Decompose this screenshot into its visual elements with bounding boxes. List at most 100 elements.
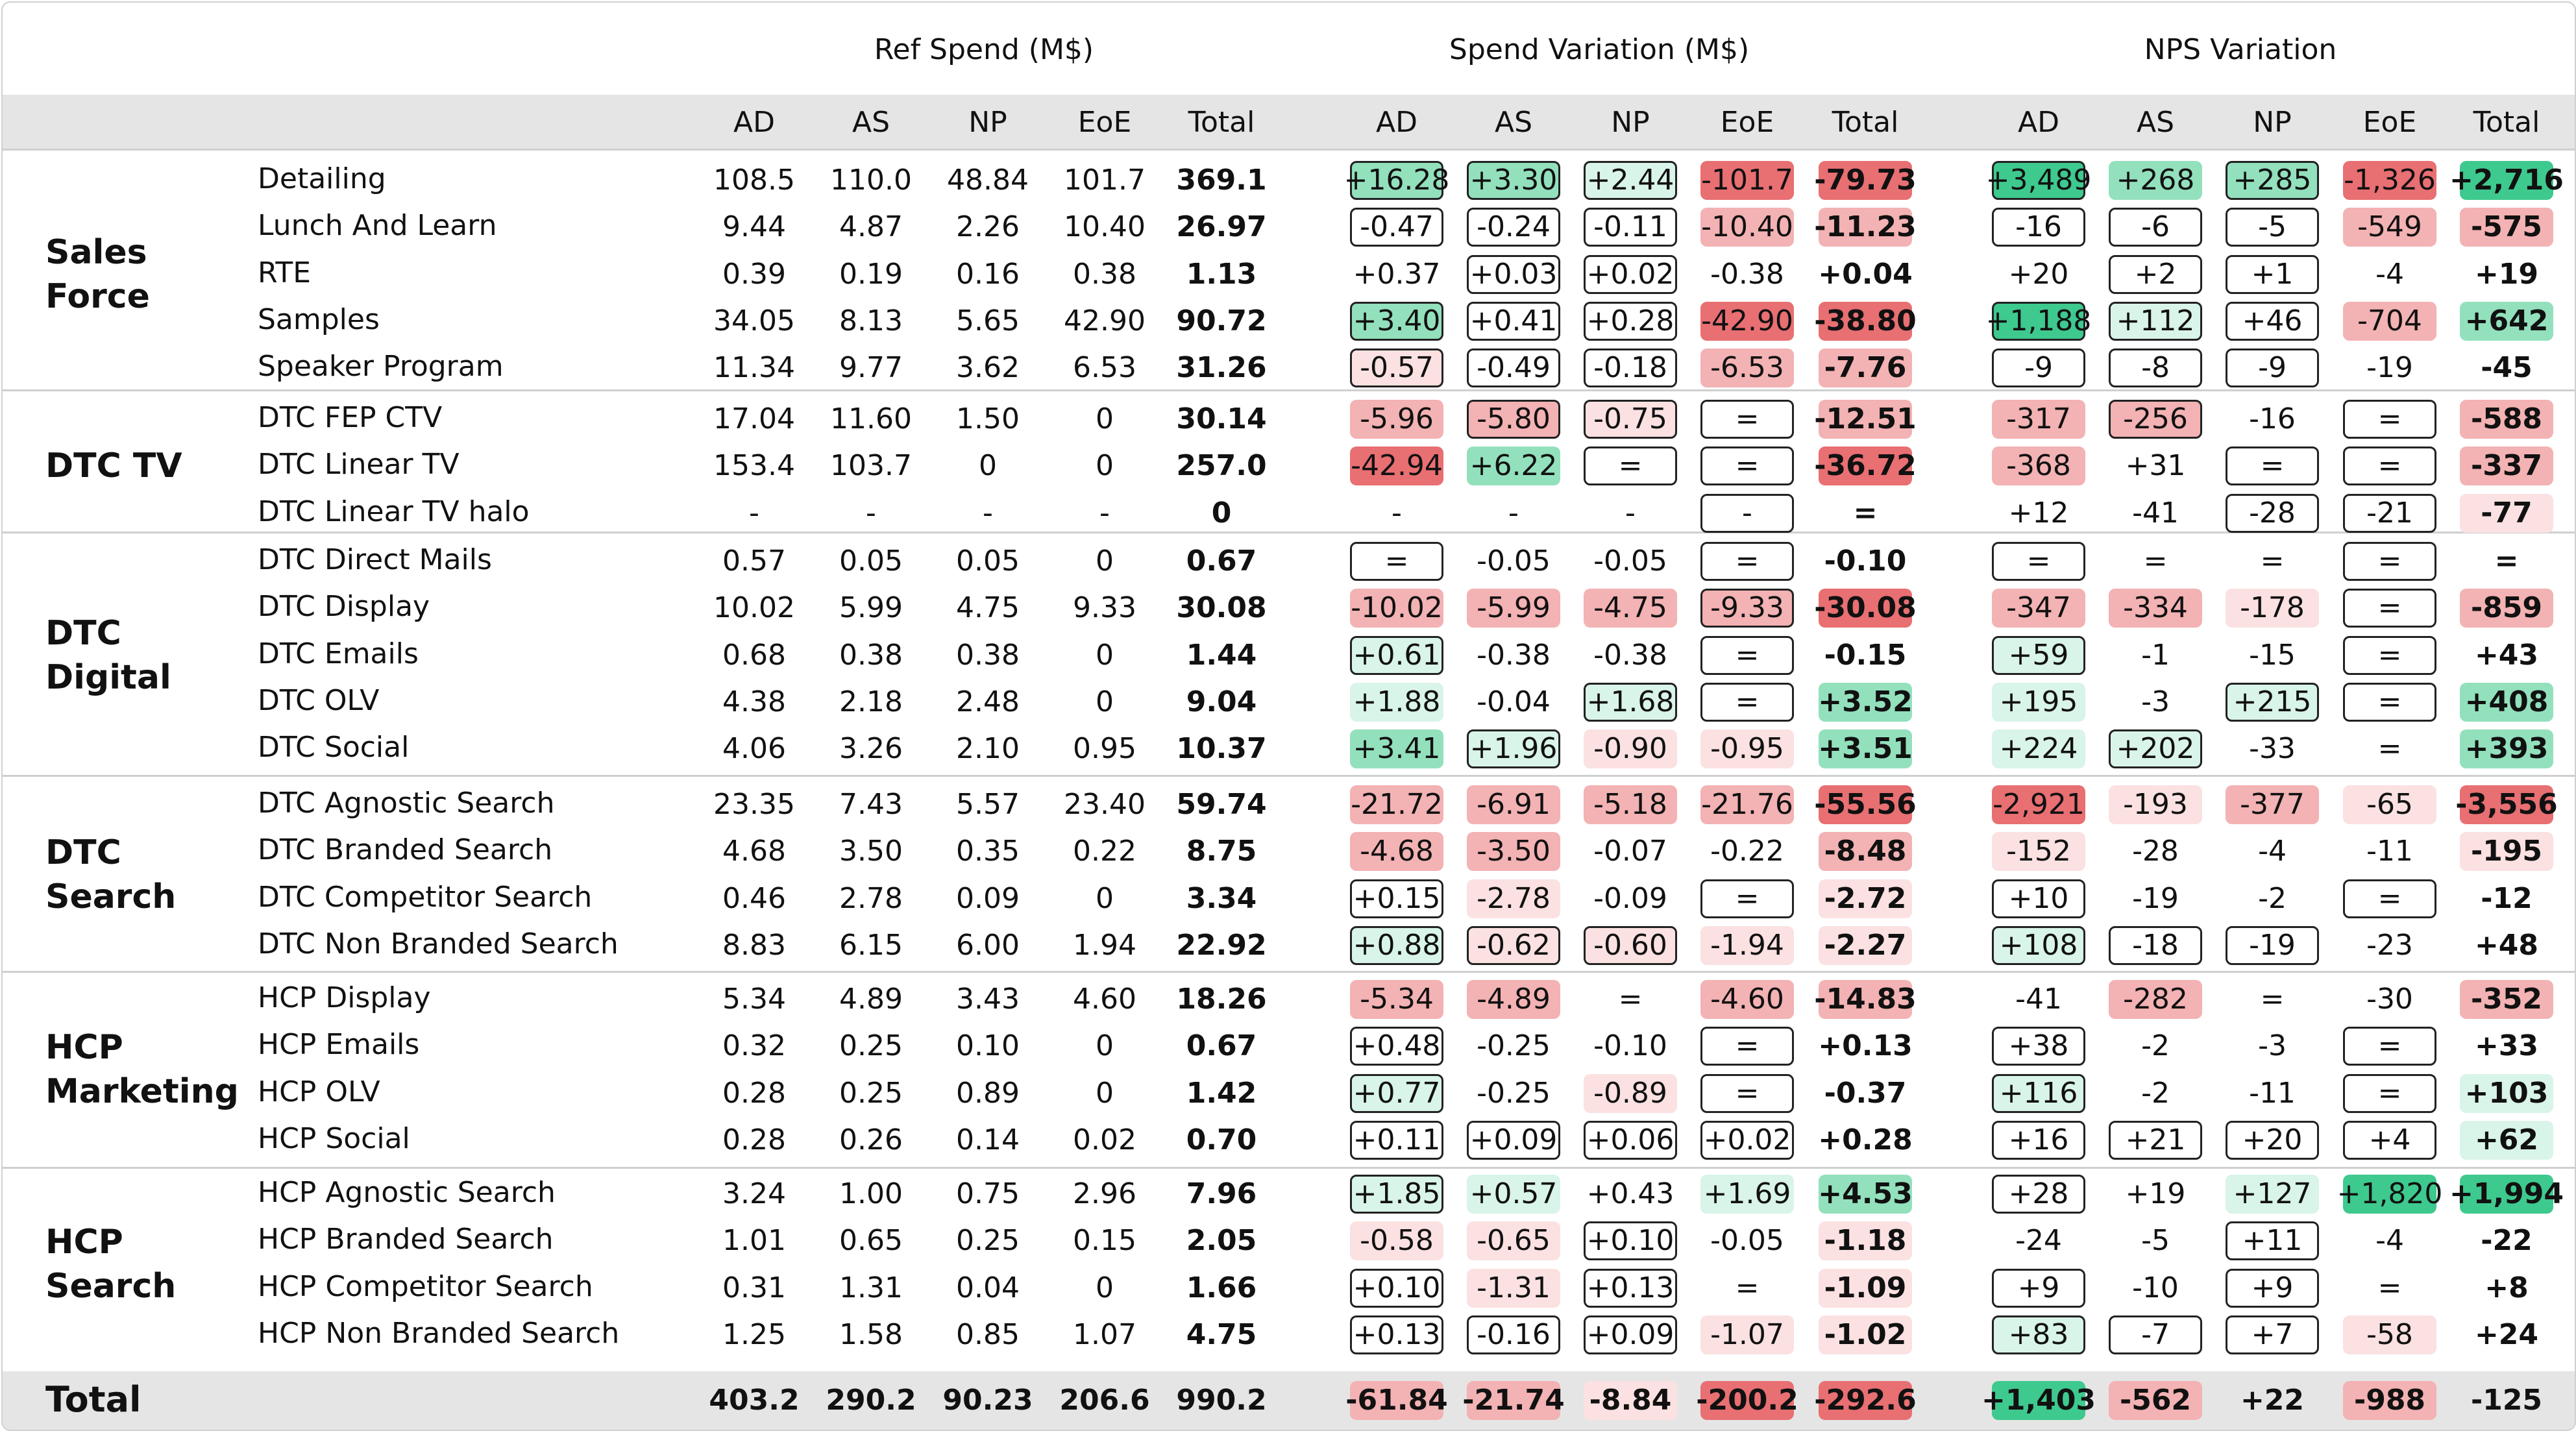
ref-spend-cell: 0.65 — [839, 1224, 903, 1258]
ref-spend-cell: 7.96 — [1186, 1177, 1257, 1211]
nps-variation-cell: -152 — [1992, 832, 2085, 872]
group-label: HCP Marketing — [45, 1025, 240, 1114]
spend-variation-cell: -2.72 — [1819, 879, 1912, 918]
ref-spend-cell: 18.26 — [1176, 983, 1267, 1016]
nps-variation-cell: -282 — [2109, 980, 2202, 1020]
spend-variation-cell: +0.06 — [1584, 1120, 1677, 1160]
spend-variation-cell: -0.18 — [1584, 348, 1677, 387]
nps-variation-cell: +393 — [2460, 729, 2553, 768]
ref-spend-cell: 0.26 — [839, 1123, 903, 1156]
spend-variation-cell: -30.08 — [1814, 589, 1917, 628]
ref-spend-cell: 0.22 — [1073, 835, 1136, 868]
ref-spend-cell: 0 — [1096, 449, 1114, 483]
group-label: DTC TV — [45, 444, 240, 488]
ref-spend-cell: 6.53 — [1073, 350, 1136, 384]
nps-variation-cell: = — [2343, 400, 2436, 439]
ref-spend-cell: 0.89 — [956, 1076, 1020, 1110]
spend-variation-cell: -42.90 — [1700, 301, 1794, 341]
spend-variation-cell: -0.58 — [1350, 1221, 1443, 1261]
ref-spend-cell: 0.68 — [722, 638, 786, 672]
nps-variation-cell: -28 — [2226, 493, 2319, 533]
group-label-line: Force — [45, 276, 150, 316]
spend-variation-cell: = — [1853, 496, 1878, 530]
spend-variation-cell: +0.57 — [1467, 1175, 1560, 1214]
ref-spend-cell: 2.96 — [1073, 1177, 1136, 1211]
spend-variation-cell: -1.07 — [1700, 1315, 1794, 1354]
channel-label: Speaker Program — [258, 349, 504, 383]
nps-variation-cell: +108 — [1992, 925, 2085, 965]
nps-variation-cell: +19 — [2474, 257, 2539, 291]
spend-variation-cell: = — [1700, 682, 1794, 722]
ref-spend-cell: - — [866, 496, 876, 530]
ref-spend-cell: 3.26 — [839, 731, 903, 765]
nps-variation-cell: -859 — [2460, 589, 2553, 628]
column-header: AS — [1494, 106, 1533, 139]
spend-variation-cell: +0.09 — [1467, 1120, 1560, 1160]
nps-variation-cell: = — [2226, 446, 2319, 486]
ref-spend-cell: 90.72 — [1176, 304, 1267, 337]
nps-variation-cell: +1,820 — [2337, 1175, 2442, 1214]
nps-variation-cell: = — [2260, 544, 2285, 578]
spend-variation-cell: -0.65 — [1467, 1221, 1560, 1261]
total-label: Total — [45, 1379, 141, 1420]
spend-variation-cell: +0.02 — [1700, 1120, 1794, 1160]
spend-variation-cell: -5.34 — [1350, 980, 1443, 1020]
nps-variation-cell: +33 — [2474, 1029, 2539, 1063]
nps-variation-cell: -588 — [2460, 400, 2553, 439]
spend-variation-cell: -0.38 — [1593, 638, 1667, 672]
nps-variation-cell: -33 — [2249, 731, 2296, 765]
spend-variation-cell: -0.95 — [1700, 729, 1794, 768]
spend-variation-cell: +16.28 — [1344, 161, 1449, 201]
nps-variation-cell: -195 — [2460, 832, 2553, 872]
nps-variation-cell: = — [2143, 544, 2168, 578]
spend-variation-cell: = — [1350, 542, 1443, 581]
nps-variation-cell: +19 — [2125, 1177, 2186, 1211]
spend-variation-cell: -14.83 — [1814, 980, 1917, 1020]
channel-label: Detailing — [258, 162, 386, 196]
column-header: Total — [1188, 106, 1255, 139]
spend-variation-cell: -1.94 — [1700, 925, 1794, 965]
ref-spend-cell: 48.84 — [947, 164, 1029, 197]
nps-variation-cell: +4 — [2343, 1120, 2436, 1160]
ref-spend-cell: 0.67 — [1186, 544, 1257, 578]
nps-variation-cell: +116 — [1992, 1073, 2085, 1113]
nps-variation-cell: = — [2343, 635, 2436, 675]
nps-variation-cell: -15 — [2249, 638, 2296, 672]
nps-variation-cell: +59 — [1992, 635, 2085, 675]
nps-variation-cell: -4 — [2375, 257, 2404, 291]
spend-variation-cell: -0.05 — [1710, 1224, 1784, 1258]
ref-spend-cell: 11.60 — [830, 402, 912, 436]
ref-spend-cell: 0 — [1096, 1271, 1114, 1304]
group-label-line: Sales — [45, 232, 147, 272]
nps-variation-cell: -16 — [2249, 402, 2296, 436]
group-label-line: Digital — [45, 657, 171, 697]
nps-variation-cell: -21 — [2343, 493, 2436, 533]
nps-variation-cell: +43 — [2474, 638, 2539, 672]
column-header: AD — [2018, 106, 2059, 139]
group-label-line: DTC — [45, 613, 121, 653]
ref-spend-cell: 153.4 — [713, 449, 795, 483]
nps-variation-cell: +215 — [2226, 682, 2319, 722]
ref-spend-cell: 0.02 — [1073, 1123, 1136, 1156]
spend-variation-cell: = — [1700, 635, 1794, 675]
channel-label: DTC Emails — [258, 637, 419, 670]
nps-variation-cell: = — [2377, 1271, 2402, 1304]
header-separator — [3, 149, 2575, 151]
spend-variation-cell: +4.53 — [1818, 1175, 1913, 1214]
ref-spend-cell: 0.85 — [956, 1317, 1020, 1351]
ref-spend-cell: 0.09 — [956, 881, 1020, 915]
nps-variation-cell: +10 — [1992, 879, 2085, 918]
ref-spend-cell: 23.35 — [713, 788, 795, 822]
group-header: Spend Variation (M$) — [1449, 33, 1750, 66]
ref-spend-cell: 0.16 — [956, 257, 1020, 291]
nps-variation-cell: -337 — [2460, 446, 2553, 486]
column-header: NP — [968, 106, 1007, 139]
spend-variation-cell: -0.11 — [1584, 208, 1677, 247]
ref-spend-cell: 2.18 — [839, 685, 903, 718]
nps-variation-cell: -2 — [2141, 1076, 2170, 1110]
spend-variation-cell: +1.85 — [1350, 1175, 1443, 1214]
spend-variation-cell: -0.75 — [1584, 400, 1677, 439]
nps-variation-cell: -4 — [2375, 1224, 2404, 1258]
ref-spend-cell: 0 — [1096, 685, 1114, 718]
